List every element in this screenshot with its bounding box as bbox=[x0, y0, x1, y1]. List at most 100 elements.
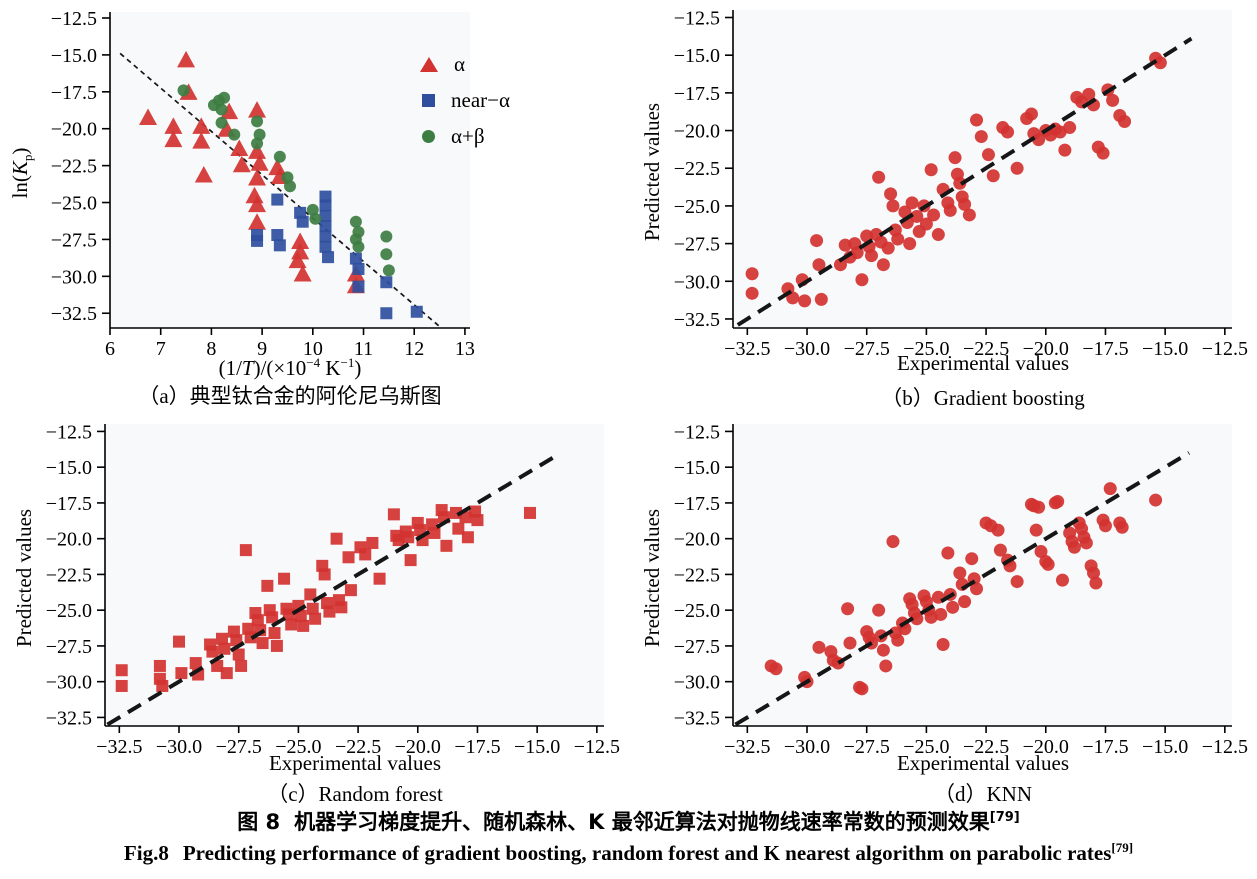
data-point bbox=[306, 602, 319, 615]
data-point bbox=[382, 264, 395, 277]
caption-text: Gradient boosting bbox=[933, 386, 1085, 410]
data-point bbox=[335, 601, 348, 614]
data-point bbox=[206, 645, 219, 658]
data-point bbox=[244, 631, 257, 644]
data-point bbox=[273, 150, 286, 163]
data-point bbox=[366, 536, 379, 549]
y-tick-label: −30.0 bbox=[51, 266, 97, 288]
y-tick-label: −27.5 bbox=[674, 636, 720, 658]
figure-caption-text-zh: 机器学习梯度提升、随机森林、K 最邻近算法对抛物线速率常数的预测效果 bbox=[294, 810, 990, 834]
data-point bbox=[319, 199, 332, 212]
figure-caption-english: Fig.8 Predicting performance of gradient … bbox=[0, 840, 1257, 866]
y-tick-label: −25.0 bbox=[51, 193, 97, 215]
data-point bbox=[404, 554, 417, 567]
x-tick-label: −25.0 bbox=[275, 736, 321, 758]
data-point bbox=[864, 249, 878, 263]
data-point bbox=[352, 240, 365, 253]
data-point bbox=[271, 229, 284, 241]
data-point bbox=[380, 276, 393, 289]
xlabel-text: (1/ bbox=[218, 356, 242, 380]
x-tick-label: −30.0 bbox=[156, 736, 202, 758]
data-point bbox=[924, 163, 938, 177]
data-point bbox=[1010, 161, 1024, 175]
data-point bbox=[934, 607, 948, 621]
data-point bbox=[974, 130, 988, 144]
panel-b-x-axis-label: Experimental values bbox=[896, 351, 1070, 375]
data-point bbox=[931, 228, 945, 242]
data-point bbox=[304, 588, 317, 601]
legend-entry-alpha-beta: α+β bbox=[420, 118, 510, 154]
x-tick-label: −20.0 bbox=[1023, 338, 1069, 360]
data-point bbox=[319, 230, 332, 243]
y-tick-label: −15.0 bbox=[46, 457, 92, 479]
y-tick-label: −17.5 bbox=[46, 493, 92, 515]
x-tick-label: −27.5 bbox=[844, 736, 890, 758]
data-point bbox=[342, 551, 355, 564]
x-tick-label: −12.5 bbox=[1202, 338, 1248, 360]
panel-a-x-axis-label: (1/T)/(×10−4 K−1) bbox=[60, 352, 520, 379]
data-point bbox=[153, 659, 166, 672]
data-point bbox=[886, 199, 900, 213]
data-point bbox=[1041, 557, 1055, 571]
data-point bbox=[1098, 519, 1112, 533]
y-tick-label: −25.0 bbox=[674, 600, 720, 622]
data-point bbox=[270, 639, 283, 652]
data-point bbox=[953, 566, 967, 580]
data-point bbox=[1115, 520, 1129, 534]
random-forest-scatter-chart: −32.5 −30.0 −27.5 −25.0 −22.5 −20.0 −17.5 −15.0… bbox=[46, 421, 620, 758]
xlabel-superscript: −1 bbox=[340, 355, 355, 370]
data-point bbox=[230, 634, 243, 647]
x-tick-label: −15.0 bbox=[1142, 338, 1188, 360]
panel-c-x-axis-label: Experimental values bbox=[268, 751, 442, 775]
y-tick-label: −25.0 bbox=[674, 196, 720, 218]
y-tick-label: −15.0 bbox=[51, 45, 97, 67]
data-point bbox=[194, 166, 213, 183]
data-point bbox=[319, 240, 332, 253]
data-point bbox=[218, 91, 231, 104]
data-point bbox=[1032, 500, 1046, 514]
xlabel-symbol-T: T bbox=[241, 356, 254, 380]
data-point bbox=[428, 526, 441, 539]
data-point bbox=[812, 258, 826, 272]
data-point bbox=[297, 619, 310, 632]
y-tick-label: −30.0 bbox=[674, 672, 720, 694]
data-point bbox=[769, 662, 783, 676]
y-tick-label: −27.5 bbox=[46, 636, 92, 658]
y-tick-label: −32.5 bbox=[674, 309, 720, 331]
data-point bbox=[177, 84, 190, 97]
knn-scatter-chart: −32.5 −30.0 −27.5 −25.0 −22.5 −20.0 −17.5 −15.0… bbox=[674, 421, 1248, 758]
identity-dashed-line bbox=[106, 454, 558, 727]
tick-labels: −32.5 −30.0 −27.5 −25.0 −22.5 −20.0 −17.5 −15.0… bbox=[46, 421, 620, 758]
data-point bbox=[175, 667, 188, 680]
data-point bbox=[228, 128, 241, 141]
y-tick-label: −15.0 bbox=[674, 45, 720, 67]
data-point bbox=[855, 273, 869, 287]
data-point bbox=[266, 611, 279, 624]
x-tick-label: −25.0 bbox=[903, 338, 949, 360]
figure-caption-chinese: 图 8 机器学习梯度提升、随机森林、K 最邻近算法对抛物线速率常数的预测效果[79… bbox=[0, 806, 1257, 836]
data-point bbox=[1118, 115, 1132, 129]
legend-label: near−α bbox=[451, 87, 510, 112]
data-point bbox=[139, 108, 158, 125]
data-point bbox=[250, 154, 269, 171]
trend-dashed-line bbox=[119, 52, 441, 328]
axes bbox=[725, 10, 1232, 335]
data-point bbox=[220, 667, 233, 680]
data-point bbox=[414, 524, 427, 537]
data-point bbox=[349, 252, 362, 265]
data-point bbox=[235, 659, 248, 672]
data-point bbox=[278, 572, 291, 585]
data-point bbox=[177, 50, 196, 68]
x-tick-label: −12.5 bbox=[574, 736, 620, 758]
caption-text: 典型钛合金的阿伦尼乌斯图 bbox=[189, 384, 442, 408]
y-tick-label: −32.5 bbox=[51, 303, 97, 325]
data-point bbox=[965, 552, 979, 566]
data-point bbox=[471, 514, 484, 527]
reference-superscript: [79] bbox=[1111, 840, 1134, 855]
data-point bbox=[879, 659, 893, 673]
data-point bbox=[164, 130, 183, 148]
caption-index: （a） bbox=[138, 384, 190, 408]
data-point bbox=[843, 636, 857, 650]
x-tick-label: −25.0 bbox=[903, 736, 949, 758]
data-point bbox=[318, 568, 331, 581]
